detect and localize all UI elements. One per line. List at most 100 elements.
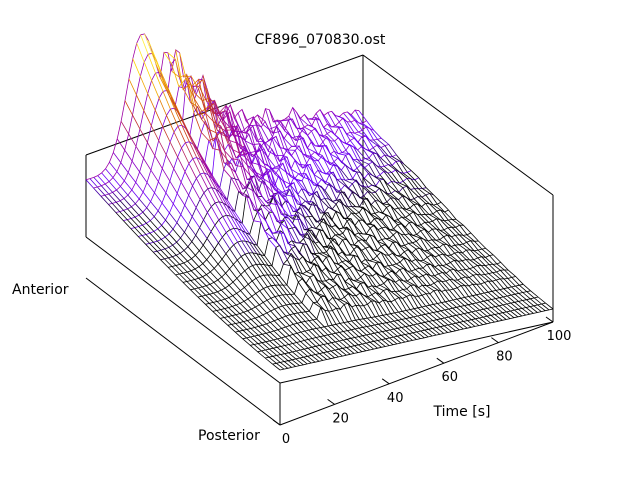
surface-column-line — [441, 202, 448, 210]
surface-column-line — [302, 303, 309, 311]
surface-column-line — [199, 267, 207, 275]
surface-column-line — [340, 309, 348, 322]
surface-column-line — [271, 286, 279, 296]
surface-column-line — [158, 229, 166, 237]
x-tick-label: 80 — [496, 350, 513, 365]
surface-column-line — [219, 220, 226, 233]
surface-column-line — [358, 150, 366, 159]
surface-column-line — [223, 217, 230, 230]
x-tick-label: 0 — [282, 432, 290, 447]
surface-column-line — [374, 130, 382, 138]
surface-column-line — [140, 129, 148, 143]
surface-column-line — [135, 204, 143, 213]
x-tick-mark — [328, 399, 335, 404]
surface-column-line — [478, 241, 485, 248]
surface-column-line — [200, 199, 207, 212]
surface-column-line — [345, 180, 353, 184]
surface-column-line — [150, 221, 157, 229]
surface-column-line — [272, 275, 279, 285]
surface-column-line — [162, 225, 170, 234]
surface-column-line — [177, 193, 185, 205]
surface-column-line — [227, 200, 234, 212]
surface-column-line — [132, 190, 139, 199]
y-axis-label-front: Posterior — [198, 428, 260, 444]
surface-column-line — [309, 216, 316, 228]
surface-column-line — [376, 287, 383, 291]
surface-column-line — [489, 256, 497, 264]
surface-column-line — [365, 268, 373, 276]
surface-column-line — [433, 205, 440, 210]
surface-column-line — [158, 211, 165, 220]
surface-column-line — [486, 248, 494, 255]
surface-column-line — [254, 221, 262, 222]
surface-column-line — [264, 275, 271, 285]
surface-column-line — [196, 235, 204, 245]
surface-column-line — [283, 285, 291, 294]
surface-column-line — [411, 171, 419, 178]
surface-column-line — [125, 150, 132, 161]
surface-column-line — [289, 215, 296, 216]
box-edge-back-2 — [363, 55, 553, 195]
surface-mesh — [86, 34, 553, 370]
surface-column-line — [442, 282, 450, 291]
surface-column-line — [106, 169, 114, 178]
surface-column-line — [133, 115, 140, 129]
surface-column-line — [477, 265, 484, 274]
surface-column-line — [166, 220, 174, 229]
surface-column-line — [195, 255, 202, 263]
surface-column-line — [117, 190, 125, 199]
surface-column-line — [415, 189, 422, 198]
surface-column-line — [170, 142, 178, 157]
surface-column-line — [309, 311, 317, 319]
surface-column-line — [229, 285, 237, 293]
surface-column-line — [366, 241, 373, 250]
surface-column-line — [399, 298, 407, 311]
surface-column-line — [333, 280, 341, 288]
surface-column-line — [164, 52, 172, 63]
surface-column-line — [193, 159, 201, 174]
box-edge-left-bottom — [86, 278, 280, 425]
surface-column-line — [147, 208, 155, 217]
surface-column-line — [436, 240, 444, 244]
surface-column-line — [342, 163, 350, 168]
surface-column-line — [215, 249, 223, 259]
surface-column-line — [189, 195, 197, 208]
surface-column-line — [276, 275, 283, 285]
surface-column-line — [313, 320, 321, 328]
surface-column-line — [192, 217, 199, 228]
surface-column-line — [196, 178, 204, 192]
surface-column-line — [222, 237, 230, 249]
surface-column-line — [136, 146, 144, 158]
surface-column-line — [293, 108, 301, 130]
surface-column-line — [237, 278, 245, 287]
surface-column-line — [235, 172, 243, 189]
surface-column-line — [270, 203, 278, 204]
surface-column-line — [204, 220, 212, 232]
surface-column-line — [325, 310, 333, 325]
surface-column-line — [292, 228, 300, 243]
surface-column-line — [158, 182, 166, 193]
x-tick-mark — [382, 379, 389, 384]
surface-column-line — [210, 272, 218, 280]
surface-column-line — [390, 205, 397, 220]
surface-column-line — [109, 162, 117, 171]
surface-column-line — [298, 282, 306, 293]
surface-column-line — [192, 259, 199, 267]
surface-row-line — [138, 137, 411, 236]
surface-row-line — [228, 262, 501, 325]
surface-column-line — [323, 142, 330, 154]
surface-column-line — [299, 253, 307, 261]
surface-column-line — [121, 163, 128, 173]
surface-column-line — [237, 293, 244, 301]
surface-column-line — [174, 169, 181, 182]
surface-column-line — [117, 172, 124, 181]
surface-column-line — [452, 219, 460, 225]
surface-column-line — [287, 260, 294, 274]
surface-column-line — [481, 266, 488, 274]
surface-column-line — [323, 146, 331, 165]
surface-column-line — [204, 193, 211, 207]
surface-column-line — [136, 182, 143, 192]
surface-column-line — [501, 262, 508, 270]
surface-column-line — [264, 265, 272, 275]
surface-column-line — [361, 271, 369, 275]
